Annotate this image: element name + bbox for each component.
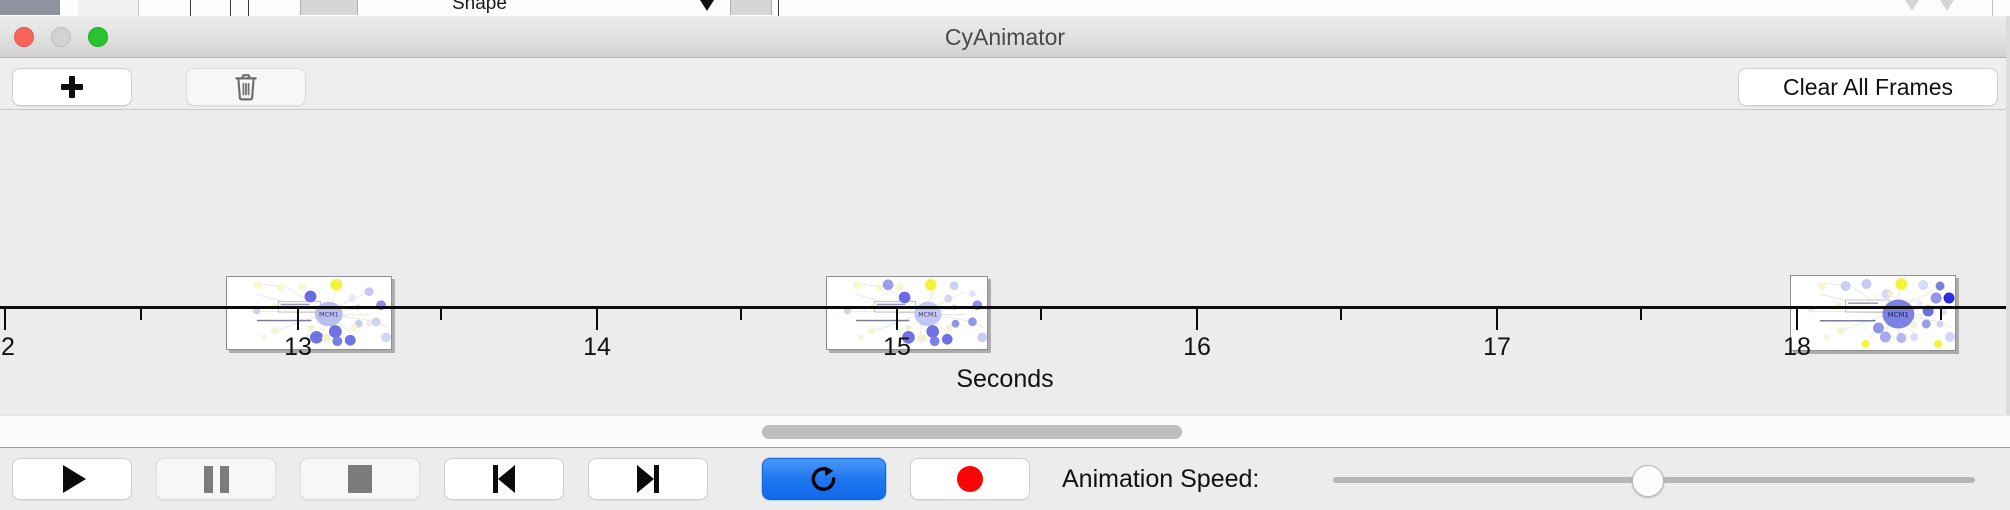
background-marker-icon	[1940, 0, 1954, 11]
plus-icon	[60, 75, 84, 99]
toolbar: Clear All Frames	[0, 58, 2010, 110]
clear-all-frames-label: Clear All Frames	[1783, 73, 1953, 100]
pause-icon	[203, 465, 229, 493]
axis-tick-minor	[740, 309, 742, 320]
trash-icon	[235, 74, 257, 101]
play-button[interactable]	[12, 458, 132, 500]
delete-frame-button[interactable]	[186, 68, 306, 106]
axis-tick-label: 15	[883, 333, 911, 361]
loop-icon	[811, 466, 836, 491]
background-divider	[190, 0, 191, 16]
title-bar: CyAnimator	[0, 16, 2010, 58]
frame-thumbnail[interactable]: MCM1	[826, 276, 988, 350]
background-box	[300, 0, 358, 15]
network-graph-preview: MCM1	[1807, 278, 1955, 348]
clear-all-frames-button[interactable]: Clear All Frames	[1738, 68, 1998, 106]
axis-tick-minor	[1940, 309, 1942, 320]
stop-button[interactable]	[300, 458, 420, 500]
animation-speed-slider-thumb[interactable]	[1632, 465, 1664, 497]
stop-icon	[348, 465, 372, 493]
timeline-scrollbar[interactable]	[0, 415, 2010, 447]
svg-text:MCM1: MCM1	[1888, 311, 1909, 319]
timeline-axis	[0, 306, 2010, 309]
background-marker-icon	[1905, 0, 1919, 11]
background-tab	[78, 0, 139, 16]
axis-title: Seconds	[956, 365, 1054, 393]
skip-back-icon	[491, 465, 517, 493]
axis-tick-label: 18	[1783, 333, 1811, 361]
close-window-button[interactable]	[14, 27, 34, 47]
next-frame-button[interactable]	[588, 458, 708, 500]
play-icon	[62, 465, 86, 493]
maximize-window-button[interactable]	[88, 27, 108, 47]
background-window-titlebar-fragment	[0, 0, 60, 15]
axis-tick-label: 14	[583, 333, 611, 361]
axis-tick-major	[4, 309, 6, 330]
axis-tick-major	[1496, 309, 1498, 330]
timeline-panel[interactable]: MCM1	[0, 110, 2010, 415]
background-divider	[230, 0, 231, 16]
axis-tick-minor	[140, 309, 142, 320]
background-divider	[248, 0, 249, 16]
frame-thumbnail[interactable]: MCM1	[1790, 275, 1956, 351]
axis-tick-label: 16	[1183, 333, 1211, 361]
prev-frame-button[interactable]	[444, 458, 564, 500]
animation-speed-label: Animation Speed:	[1062, 465, 1260, 493]
record-icon	[957, 466, 983, 492]
background-window-strip: Shape	[0, 0, 2010, 17]
vertical-scrollbar-edge[interactable]	[2006, 16, 2010, 415]
skip-forward-icon	[635, 465, 661, 493]
background-divider	[1992, 0, 1993, 16]
svg-text:MCM1: MCM1	[918, 311, 937, 318]
timeline-scroll-thumb[interactable]	[762, 425, 1182, 439]
axis-tick-minor	[1640, 309, 1642, 320]
axis-tick-major	[596, 309, 598, 330]
axis-tick-label: 2	[1, 333, 15, 361]
loop-button[interactable]	[762, 458, 886, 500]
axis-tick-major	[1196, 309, 1198, 330]
window-title: CyAnimator	[944, 24, 1066, 50]
background-window-label: Shape	[452, 0, 507, 14]
axis-tick-minor	[1040, 309, 1042, 320]
axis-tick-label: 13	[284, 333, 312, 361]
background-marker-icon	[700, 0, 714, 11]
axis-tick-minor	[1340, 309, 1342, 320]
pause-button[interactable]	[156, 458, 276, 500]
playback-control-bar: Animation Speed:	[0, 447, 2010, 510]
svg-text:MCM1: MCM1	[319, 310, 339, 318]
add-frame-button[interactable]	[12, 68, 132, 106]
axis-tick-label: 17	[1483, 333, 1511, 361]
background-box	[730, 0, 772, 15]
axis-tick-major	[896, 309, 898, 330]
axis-tick-major	[1796, 309, 1798, 330]
axis-tick-major	[297, 309, 299, 330]
background-divider	[778, 0, 779, 16]
minimize-window-button[interactable]	[51, 27, 71, 47]
axis-tick-minor	[440, 309, 442, 320]
record-button[interactable]	[910, 458, 1030, 500]
